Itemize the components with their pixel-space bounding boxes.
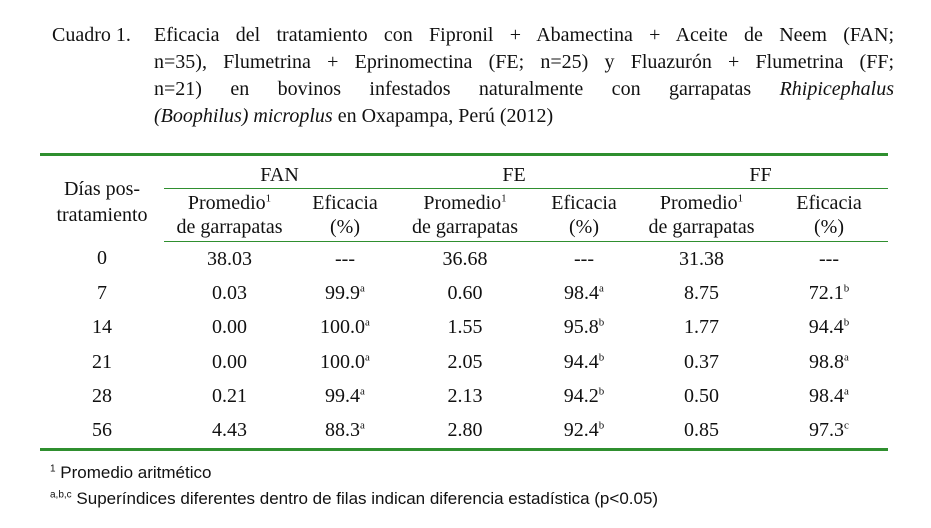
cell-dia: 0 [97, 247, 107, 270]
subheader-promedio: Promedio1 de garrapatas [395, 188, 535, 242]
cell-fe-promedio: 0.60 [447, 281, 483, 304]
subheader-eficacia: Eficacia (%) [295, 188, 395, 242]
cell-fe-promedio: 2.13 [447, 384, 483, 407]
cell-ff-promedio: 0.85 [684, 419, 719, 442]
cell-ff-eficacia: --- [819, 247, 839, 270]
footnote-1-marker: 1 [50, 463, 56, 475]
cell-fe-promedio: 2.05 [447, 350, 483, 373]
cell-ff-promedio: 0.50 [684, 384, 719, 407]
cell-fan-eficacia: 99.9a [325, 281, 365, 304]
subheader-eficacia: Eficacia (%) [535, 188, 633, 242]
caption-text: Eficacia del tratamiento con Fipronil + … [154, 22, 894, 130]
caption-line-4-text: en Oxapampa, Perú (2012) [332, 105, 554, 127]
cell-fan-eficacia: 99.4a [325, 384, 365, 407]
row-header-line-1: Días pos- [63, 178, 141, 200]
cell-fe-promedio: 36.68 [442, 247, 488, 270]
cell-fan-eficacia: 100.0a [320, 350, 370, 373]
table-row: 7 0.03 99.9a 0.60 98.4a 8.75 72.1b [40, 276, 888, 310]
caption-genus: Rhipicephalus [779, 78, 894, 100]
cell-fe-promedio: 2.80 [447, 419, 483, 442]
footnote-1: 1 Promedio aritmético [50, 460, 658, 486]
cell-fe-eficacia: 95.8b [563, 316, 605, 339]
cell-dia: 7 [97, 281, 107, 304]
cell-ff-eficacia: 98.8a [809, 350, 849, 373]
cell-fan-promedio: 0.00 [212, 350, 247, 373]
cell-fan-promedio: 0.03 [212, 281, 247, 304]
table-caption: Cuadro 1. Eficacia del tratamiento con F… [52, 22, 894, 130]
group-header-row: Días pos- tratamiento FAN FE FF [40, 154, 888, 226]
group-ff: FF [633, 154, 888, 189]
cell-ff-eficacia: 98.4a [809, 384, 849, 407]
caption-line-2: n=35), Flumetrina + Eprinomectina (FE; n… [154, 51, 894, 73]
cell-ff-promedio: 1.77 [684, 316, 719, 339]
cell-fe-eficacia: 94.2b [563, 384, 605, 407]
cell-ff-eficacia: 97.3c [809, 419, 849, 442]
table-row: 28 0.21 99.4a 2.13 94.2b 0.50 98.4a [40, 379, 888, 413]
cell-fan-eficacia: 88.3a [325, 419, 365, 442]
efficacy-table: Días pos- tratamiento FAN FE FF Promedio… [40, 153, 888, 451]
caption-line-4: (Boophilus) microplus en Oxapampa, Perú … [154, 103, 894, 130]
footnotes: 1 Promedio aritmético a,b,c Superíndices… [50, 460, 658, 512]
footnote-2: a,b,c Superíndices diferentes dentro de … [50, 486, 658, 512]
caption-line-1: Eficacia del tratamiento con Fipronil + … [154, 24, 894, 46]
cell-dia: 14 [92, 316, 112, 339]
table-row: 56 4.43 88.3a 2.80 92.4b 0.85 97.3c [40, 413, 888, 450]
cell-fan-eficacia: --- [335, 247, 355, 270]
row-header: Días pos- tratamiento [40, 155, 164, 242]
cell-fe-eficacia: 98.4a [564, 281, 604, 304]
footnote-2-text: Superíndices diferentes dentro de filas … [71, 489, 659, 508]
footnote-1-text: Promedio aritmético [55, 463, 212, 482]
cell-fe-eficacia: --- [574, 247, 594, 270]
cell-fan-promedio: 38.03 [207, 247, 252, 270]
table-row: 21 0.00 100.0a 2.05 94.4b 0.37 98.8a [40, 345, 888, 379]
subheader-row: Promedio1 de garrapatas Eficacia (%) Prome… [40, 188, 888, 242]
group-fe: FE [395, 154, 633, 189]
cell-fe-promedio: 1.55 [447, 316, 483, 339]
cell-ff-promedio: 0.37 [684, 350, 719, 373]
caption-label: Cuadro 1. [52, 24, 131, 46]
cell-dia: 56 [92, 419, 112, 442]
footnote-2-marker: a,b,c [50, 489, 72, 501]
cell-dia: 28 [92, 384, 112, 407]
cell-ff-eficacia: 72.1b [808, 281, 850, 304]
table-row: 14 0.00 100.0a 1.55 95.8b 1.77 94.4b [40, 311, 888, 345]
cell-ff-eficacia: 94.4b [808, 316, 850, 339]
cell-fan-promedio: 4.43 [212, 419, 247, 442]
subheader-promedio: Promedio1 de garrapatas [633, 188, 770, 242]
table-row: 0 38.03 --- 36.68 --- 31.38 --- [40, 242, 888, 277]
row-header-line-2: tratamiento [56, 204, 148, 226]
cell-fe-eficacia: 94.4b [563, 350, 605, 373]
group-fan: FAN [164, 154, 395, 189]
cell-fan-promedio: 0.21 [212, 384, 247, 407]
caption-line-3: n=21) en bovinos infestados naturalmente… [154, 76, 894, 103]
cell-fan-promedio: 0.00 [212, 316, 247, 339]
caption-line-3-text: n=21) en bovinos infestados naturalmente… [154, 78, 780, 100]
cell-fan-eficacia: 100.0a [320, 316, 370, 339]
cell-ff-promedio: 31.38 [679, 247, 724, 270]
cell-ff-promedio: 8.75 [684, 281, 719, 304]
subheader-promedio: Promedio1 de garrapatas [164, 188, 295, 242]
caption-species: (Boophilus) microplus [154, 105, 333, 127]
cell-dia: 21 [92, 350, 112, 373]
cell-fe-eficacia: 92.4b [563, 419, 605, 442]
subheader-eficacia: Eficacia (%) [770, 188, 888, 242]
